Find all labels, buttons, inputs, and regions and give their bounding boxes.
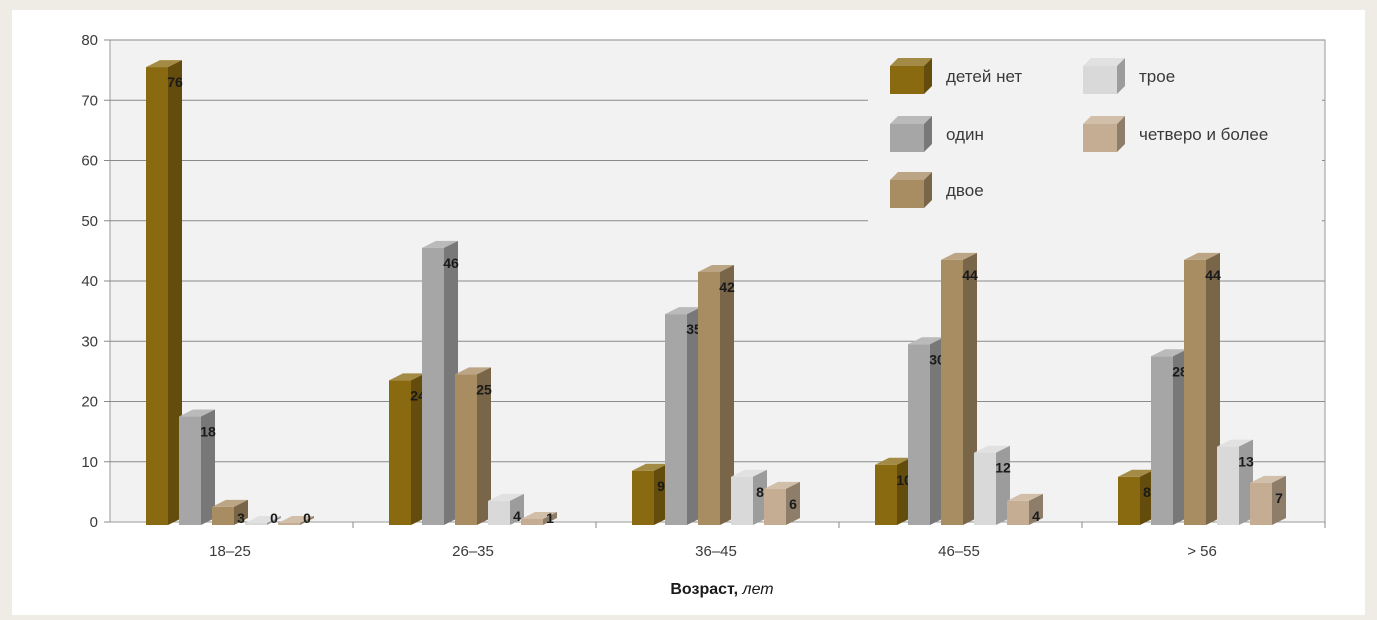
value-label: 46 [443, 255, 459, 271]
y-tick-label: 10 [81, 454, 98, 471]
legend-swatch [890, 172, 932, 208]
legend-swatch [1083, 58, 1125, 94]
legend-swatch [890, 116, 932, 152]
y-tick-label: 80 [81, 32, 98, 49]
bar-s4-0 [278, 516, 314, 525]
y-tick-label: 60 [81, 153, 98, 170]
bar-s0-0 [146, 60, 182, 525]
y-tick-label: 70 [81, 92, 98, 109]
bar-s2-0 [212, 499, 248, 525]
value-label: 44 [1205, 267, 1221, 283]
bar-s1-2 [665, 307, 701, 525]
value-label: 4 [513, 508, 521, 524]
x-tick-label: > 56 [1187, 543, 1217, 560]
bar-s4-2 [764, 481, 800, 525]
value-label: 7 [1275, 490, 1283, 506]
bar-s0-3 [875, 457, 911, 525]
bar-s4-1 [521, 511, 557, 525]
legend-item-s2: двое [890, 172, 984, 208]
legend-item-s1: один [890, 116, 984, 152]
bar-s2-2 [698, 264, 734, 525]
y-tick-label: 20 [81, 394, 98, 411]
x-axis-title-main: Возраст, [670, 581, 738, 598]
legend-item-s3: трое [1083, 58, 1175, 94]
bar-s0-1 [389, 373, 425, 525]
legend-label: четверо и более [1139, 125, 1268, 144]
bar-s0-2 [632, 463, 668, 525]
x-tick-label: 18–25 [209, 543, 251, 560]
value-label: 3 [237, 510, 245, 526]
value-label: 8 [756, 484, 764, 500]
value-label: 42 [719, 279, 735, 295]
x-axis: 18–25 26–35 36–45 46–55 > 56 [209, 522, 1326, 560]
legend-swatch [890, 58, 932, 94]
legend-label: трое [1139, 67, 1175, 86]
value-label: 9 [657, 478, 665, 494]
value-label: 6 [789, 496, 797, 512]
bar-s4-3 [1007, 493, 1043, 525]
bar-s4-4 [1250, 475, 1286, 525]
value-label: 44 [962, 267, 978, 283]
bar-s3-1 [488, 493, 524, 525]
y-tick-label: 0 [90, 514, 98, 531]
value-label: 4 [1032, 508, 1040, 524]
value-label: 76 [167, 74, 183, 90]
bar-s2-4 [1184, 252, 1220, 525]
x-tick-label: 26–35 [452, 543, 494, 560]
value-label: 0 [270, 510, 278, 526]
bar-s2-3 [941, 252, 977, 525]
value-label: 25 [476, 381, 492, 397]
value-label: 1 [546, 510, 554, 526]
legend-item-s0: детей нет [890, 58, 1022, 94]
legend-label: двое [946, 181, 984, 200]
legend-label: детей нет [946, 67, 1022, 86]
bar-s2-1 [455, 367, 491, 525]
y-axis: 0 10 20 30 40 50 60 70 80 [81, 32, 110, 531]
bar-s1-0 [179, 409, 215, 525]
value-label: 13 [1238, 454, 1254, 470]
bar-s3-2 [731, 469, 767, 525]
bar-s1-4 [1151, 349, 1187, 525]
legend-label: один [946, 125, 984, 144]
y-tick-label: 30 [81, 333, 98, 350]
legend-swatch [1083, 116, 1125, 152]
value-label: 0 [303, 510, 311, 526]
y-tick-label: 50 [81, 213, 98, 230]
bar-s3-3 [974, 445, 1010, 525]
value-label: 18 [200, 424, 216, 440]
y-tick-label: 40 [81, 273, 98, 290]
legend-item-s4: четверо и более [1083, 116, 1268, 152]
legend: детей нет один двое трое четверо и более [890, 58, 1268, 208]
value-label: 8 [1143, 484, 1151, 500]
bar-s0-4 [1118, 469, 1154, 525]
x-axis-title-unit: лет [742, 581, 774, 598]
bar-s1-3 [908, 337, 944, 525]
x-tick-label: 46–55 [938, 543, 980, 560]
bar-s1-1 [422, 240, 458, 525]
x-tick-label: 36–45 [695, 543, 737, 560]
bar-s3-4 [1217, 439, 1253, 525]
x-axis-title: Возраст, лет [670, 581, 773, 598]
bar-s3-0 [245, 516, 281, 525]
value-label: 12 [995, 460, 1011, 476]
